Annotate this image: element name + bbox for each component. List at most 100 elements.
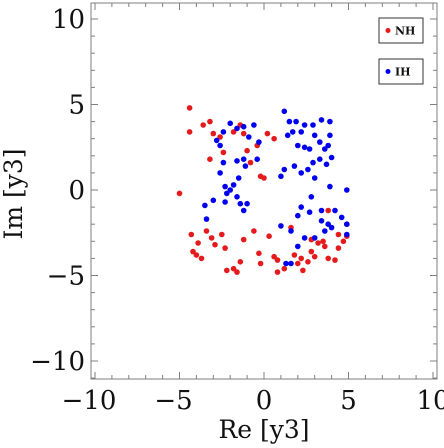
point-ih	[328, 154, 335, 161]
point-ih	[295, 212, 301, 219]
y-tick-label: −5	[47, 262, 85, 292]
point-nh	[335, 245, 342, 251]
point-nh	[274, 269, 281, 275]
point-ih	[293, 118, 299, 125]
point-nh	[244, 147, 250, 154]
point-ih	[298, 170, 305, 176]
point-ih	[306, 209, 313, 215]
point-nh	[240, 236, 247, 243]
point-ih	[301, 235, 308, 241]
point-ih	[217, 170, 223, 176]
point-ih	[254, 156, 260, 162]
point-ih	[301, 144, 308, 151]
point-ih	[308, 194, 315, 200]
legend-ih: IH	[378, 58, 424, 85]
point-ih	[295, 243, 301, 250]
point-ih	[338, 214, 345, 221]
tick-labels: −10 −5 0 5 10 −10 −5 0 5 10	[30, 5, 444, 416]
point-nh	[230, 129, 237, 135]
point-ih	[318, 207, 325, 214]
point-ih	[327, 118, 333, 125]
point-ih	[251, 122, 257, 128]
point-nh	[207, 118, 213, 125]
point-ih	[203, 216, 210, 222]
point-nh	[224, 267, 230, 274]
point-ih	[305, 166, 311, 173]
point-nh	[291, 252, 298, 258]
point-ih	[227, 187, 233, 193]
point-nh	[256, 250, 262, 257]
point-nh	[237, 259, 244, 265]
x-tick-label: −10	[62, 386, 117, 416]
point-ih	[234, 125, 240, 132]
point-nh	[300, 267, 306, 274]
point-nh	[176, 190, 183, 197]
point-nh	[320, 238, 326, 245]
axis-ticks	[91, 3, 437, 379]
point-nh	[220, 149, 227, 156]
x-tick-label: 5	[340, 386, 357, 416]
point-ih	[222, 199, 228, 205]
point-nh	[340, 238, 347, 245]
point-nh	[271, 135, 277, 142]
point-ih	[220, 159, 227, 166]
point-nh	[217, 134, 223, 140]
point-nh	[266, 233, 272, 239]
point-ih	[310, 122, 316, 128]
point-ih	[242, 163, 249, 169]
point-ih	[322, 228, 328, 234]
point-ih	[224, 190, 230, 197]
point-ih	[281, 108, 288, 115]
legend-nh: NH	[378, 17, 424, 44]
point-nh	[295, 260, 301, 267]
point-nh	[322, 243, 328, 250]
point-ih	[344, 187, 350, 193]
point-nh	[222, 245, 228, 251]
point-ih	[281, 166, 288, 173]
y-tick-label: −10	[30, 347, 85, 377]
point-nh	[298, 255, 305, 262]
point-nh	[193, 252, 200, 258]
point-ih	[301, 122, 308, 128]
point-ih	[295, 142, 301, 149]
point-ih	[246, 134, 252, 140]
point-ih	[306, 146, 313, 152]
point-nh	[257, 260, 264, 267]
y-tick-label: 5	[68, 91, 85, 121]
point-ih	[332, 207, 338, 214]
point-nh	[188, 231, 195, 238]
point-nh	[210, 130, 217, 137]
point-ih	[317, 139, 323, 145]
x-tick-label: 0	[256, 386, 273, 416]
point-nh	[315, 240, 321, 246]
point-nh	[186, 105, 193, 111]
point-nh	[186, 129, 193, 135]
point-ih	[217, 142, 223, 149]
point-nh	[325, 207, 332, 214]
point-ih	[278, 173, 284, 180]
point-nh	[271, 253, 277, 260]
point-ih	[235, 175, 242, 181]
point-nh	[207, 156, 213, 162]
point-ih	[291, 163, 298, 169]
point-nh	[219, 231, 225, 238]
point-ih	[220, 129, 227, 135]
point-ih	[284, 132, 291, 139]
point-nh	[230, 265, 237, 272]
point-ih	[283, 260, 289, 267]
point-ih	[322, 146, 328, 152]
point-nh	[234, 269, 240, 275]
point-ih	[288, 260, 294, 267]
point-ih	[230, 182, 237, 188]
point-ih	[298, 204, 305, 210]
point-ih	[311, 132, 318, 139]
point-ih	[288, 228, 294, 234]
point-nh	[240, 130, 247, 137]
point-ih	[310, 159, 316, 166]
point-ih	[240, 156, 247, 162]
point-nh	[311, 253, 318, 260]
legend-label-nh: NH	[395, 25, 415, 38]
point-ih	[244, 200, 250, 207]
y-tick-label: 10	[52, 5, 85, 35]
y-axis-title: Im [y3]	[0, 148, 28, 239]
